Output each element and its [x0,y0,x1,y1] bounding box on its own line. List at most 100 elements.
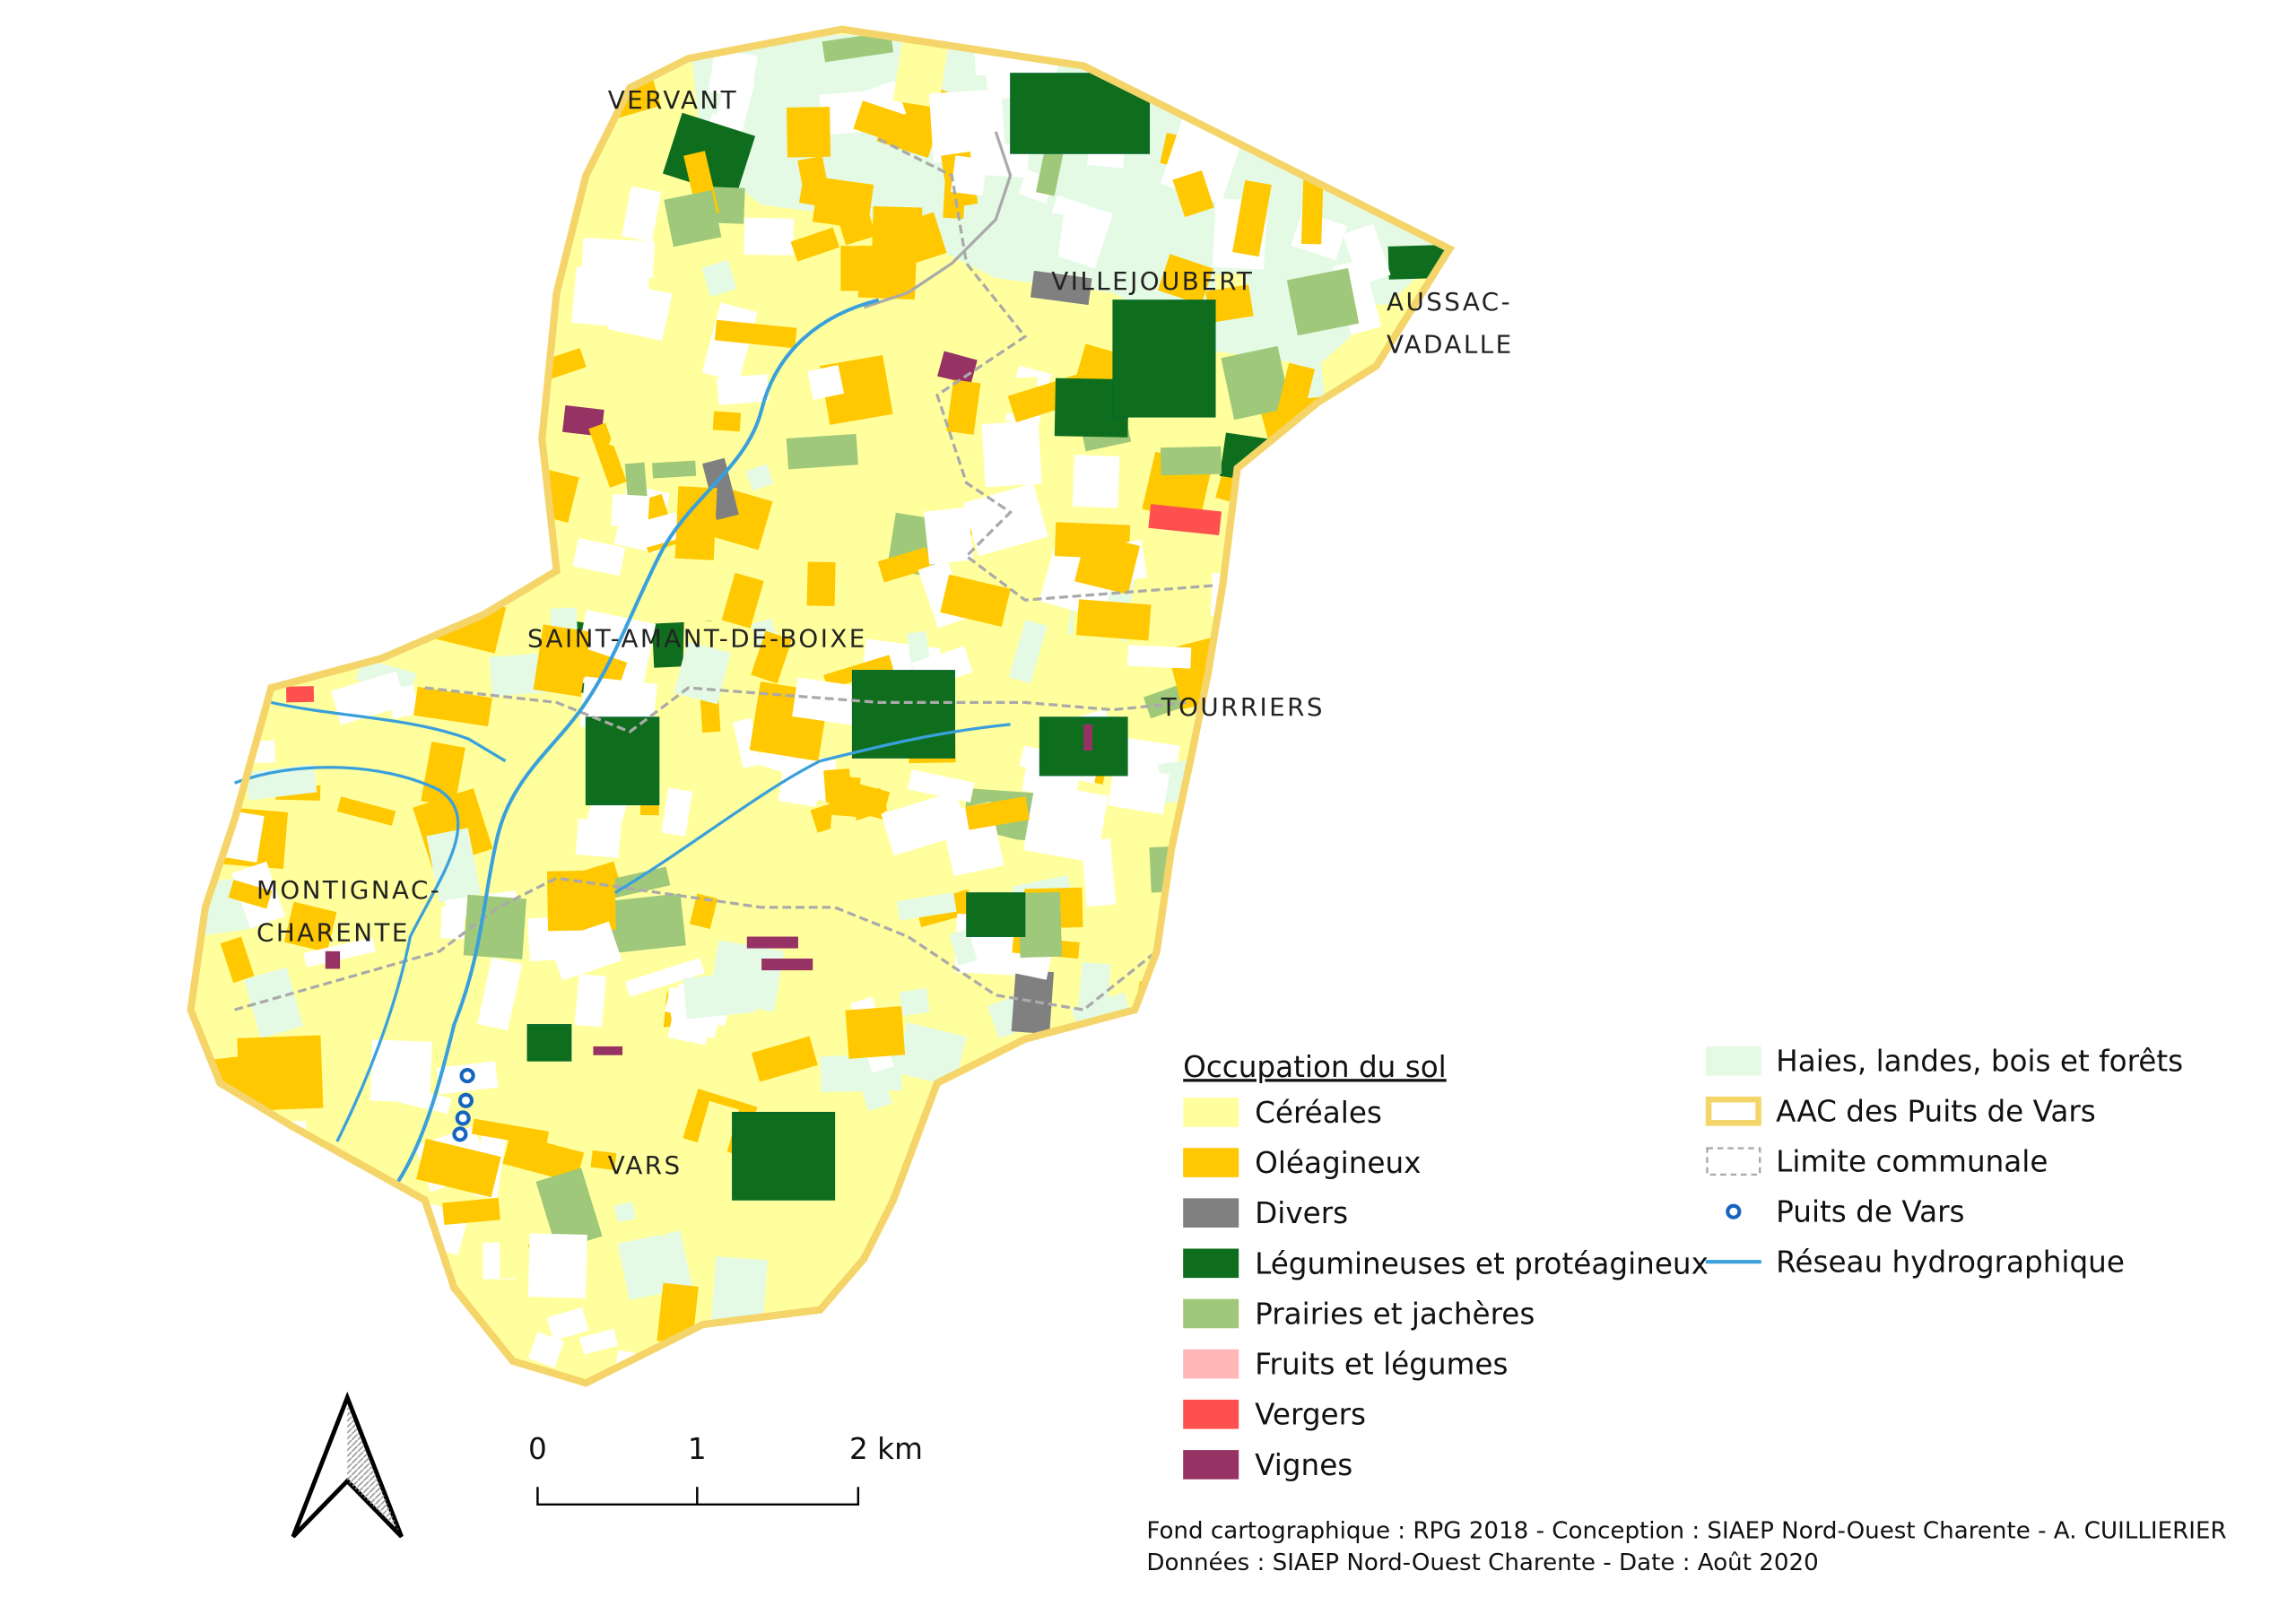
legend-label: Vergers [1255,1398,1366,1432]
legend-label: Puits de Vars [1776,1195,1964,1229]
parcel [1431,1381,1450,1384]
parcel [966,892,1026,937]
parcel [952,1132,983,1152]
parcel [845,1006,906,1059]
legend-label: Oléagineux [1255,1146,1421,1180]
parcel [828,775,861,818]
legend-title: Occupation du sol [1183,1050,1447,1084]
parcel [840,246,886,291]
parcel [244,967,304,1038]
parcel [965,796,1030,830]
parcel [533,624,591,698]
parcel [611,493,650,528]
parcel [190,1291,216,1324]
parcel [527,1233,587,1298]
parcel [641,1168,684,1237]
commune-limit [234,876,1158,1011]
parcel [1234,485,1306,560]
parcel [190,331,241,401]
parcel [923,507,974,565]
parcel [361,1276,408,1327]
parcel [308,534,352,598]
parcel [732,1111,836,1201]
parcel [797,155,831,204]
credits: Données : SIAEP Nord-Ouest Charente - Da… [1146,1549,1818,1576]
parcel [319,343,387,386]
place-label: SAINT-AMANT-DE-BOIXE [527,623,867,653]
parcel [710,187,745,224]
parcel [190,404,238,457]
parcel [951,155,987,196]
legend-swatch [1706,1147,1761,1176]
parcel [702,457,739,521]
map-overlays [191,30,1450,1384]
place-label: MONTIGNAC- [257,875,441,905]
parcel [422,386,510,455]
parcel [217,241,269,314]
parcel [385,318,422,352]
parcel [241,49,284,77]
river [394,298,880,1187]
parcel [588,422,627,488]
parcel [607,1350,679,1384]
parcel [457,457,500,523]
parcel [1269,72,1350,146]
legend-swatch [1705,1046,1761,1076]
parcel [341,435,370,461]
parcel [746,936,798,949]
parcel [1194,869,1240,904]
parcel [1039,716,1128,777]
parcel [1172,169,1214,218]
parcel [546,1306,589,1341]
commune-limit [877,137,1216,602]
place-label: VILLEJOUBERT [1051,266,1254,296]
well [455,1110,471,1126]
parcel [1411,529,1441,574]
parcel [485,439,539,513]
parcel [202,325,271,409]
parcel [421,742,465,808]
parcel [1008,620,1048,684]
parcel [1112,299,1216,418]
parcel [314,86,348,122]
scale-label: 0 [528,1432,547,1466]
parcel [661,787,693,837]
parcel [765,1216,826,1269]
parcel [471,1118,549,1147]
parcel [422,39,451,64]
scale-label: 2 km [849,1432,923,1466]
parcel [971,1247,1047,1280]
parcel [786,433,858,470]
parcel [940,574,1011,627]
parcel [300,61,374,117]
parcel [196,1298,284,1342]
parcel [1448,617,1450,700]
parcel [190,1201,277,1286]
parcel [590,1150,617,1170]
legend-label: Divers [1255,1196,1348,1230]
parcel [1433,704,1450,781]
parcel [1196,982,1253,1049]
legend-swatch [1183,1248,1239,1279]
parcel [1200,919,1292,990]
parcel [1446,177,1450,236]
parcel [780,1345,818,1384]
legend-swatch [1183,1399,1239,1429]
parcel [1343,223,1391,286]
parcel [208,1234,272,1266]
parcel [324,74,380,146]
parcel [225,213,300,277]
parcel [1089,1342,1150,1384]
parcel [1075,599,1152,641]
parcel [1300,178,1324,245]
parcel [477,361,529,423]
parcel [1200,769,1280,807]
parcel [858,1073,893,1112]
well [457,1092,474,1108]
parcel [1065,1271,1107,1309]
parcel [1433,684,1450,737]
parcel [352,83,432,113]
parcel [1286,267,1360,336]
parcel [391,1264,448,1342]
parcel [1322,423,1402,508]
